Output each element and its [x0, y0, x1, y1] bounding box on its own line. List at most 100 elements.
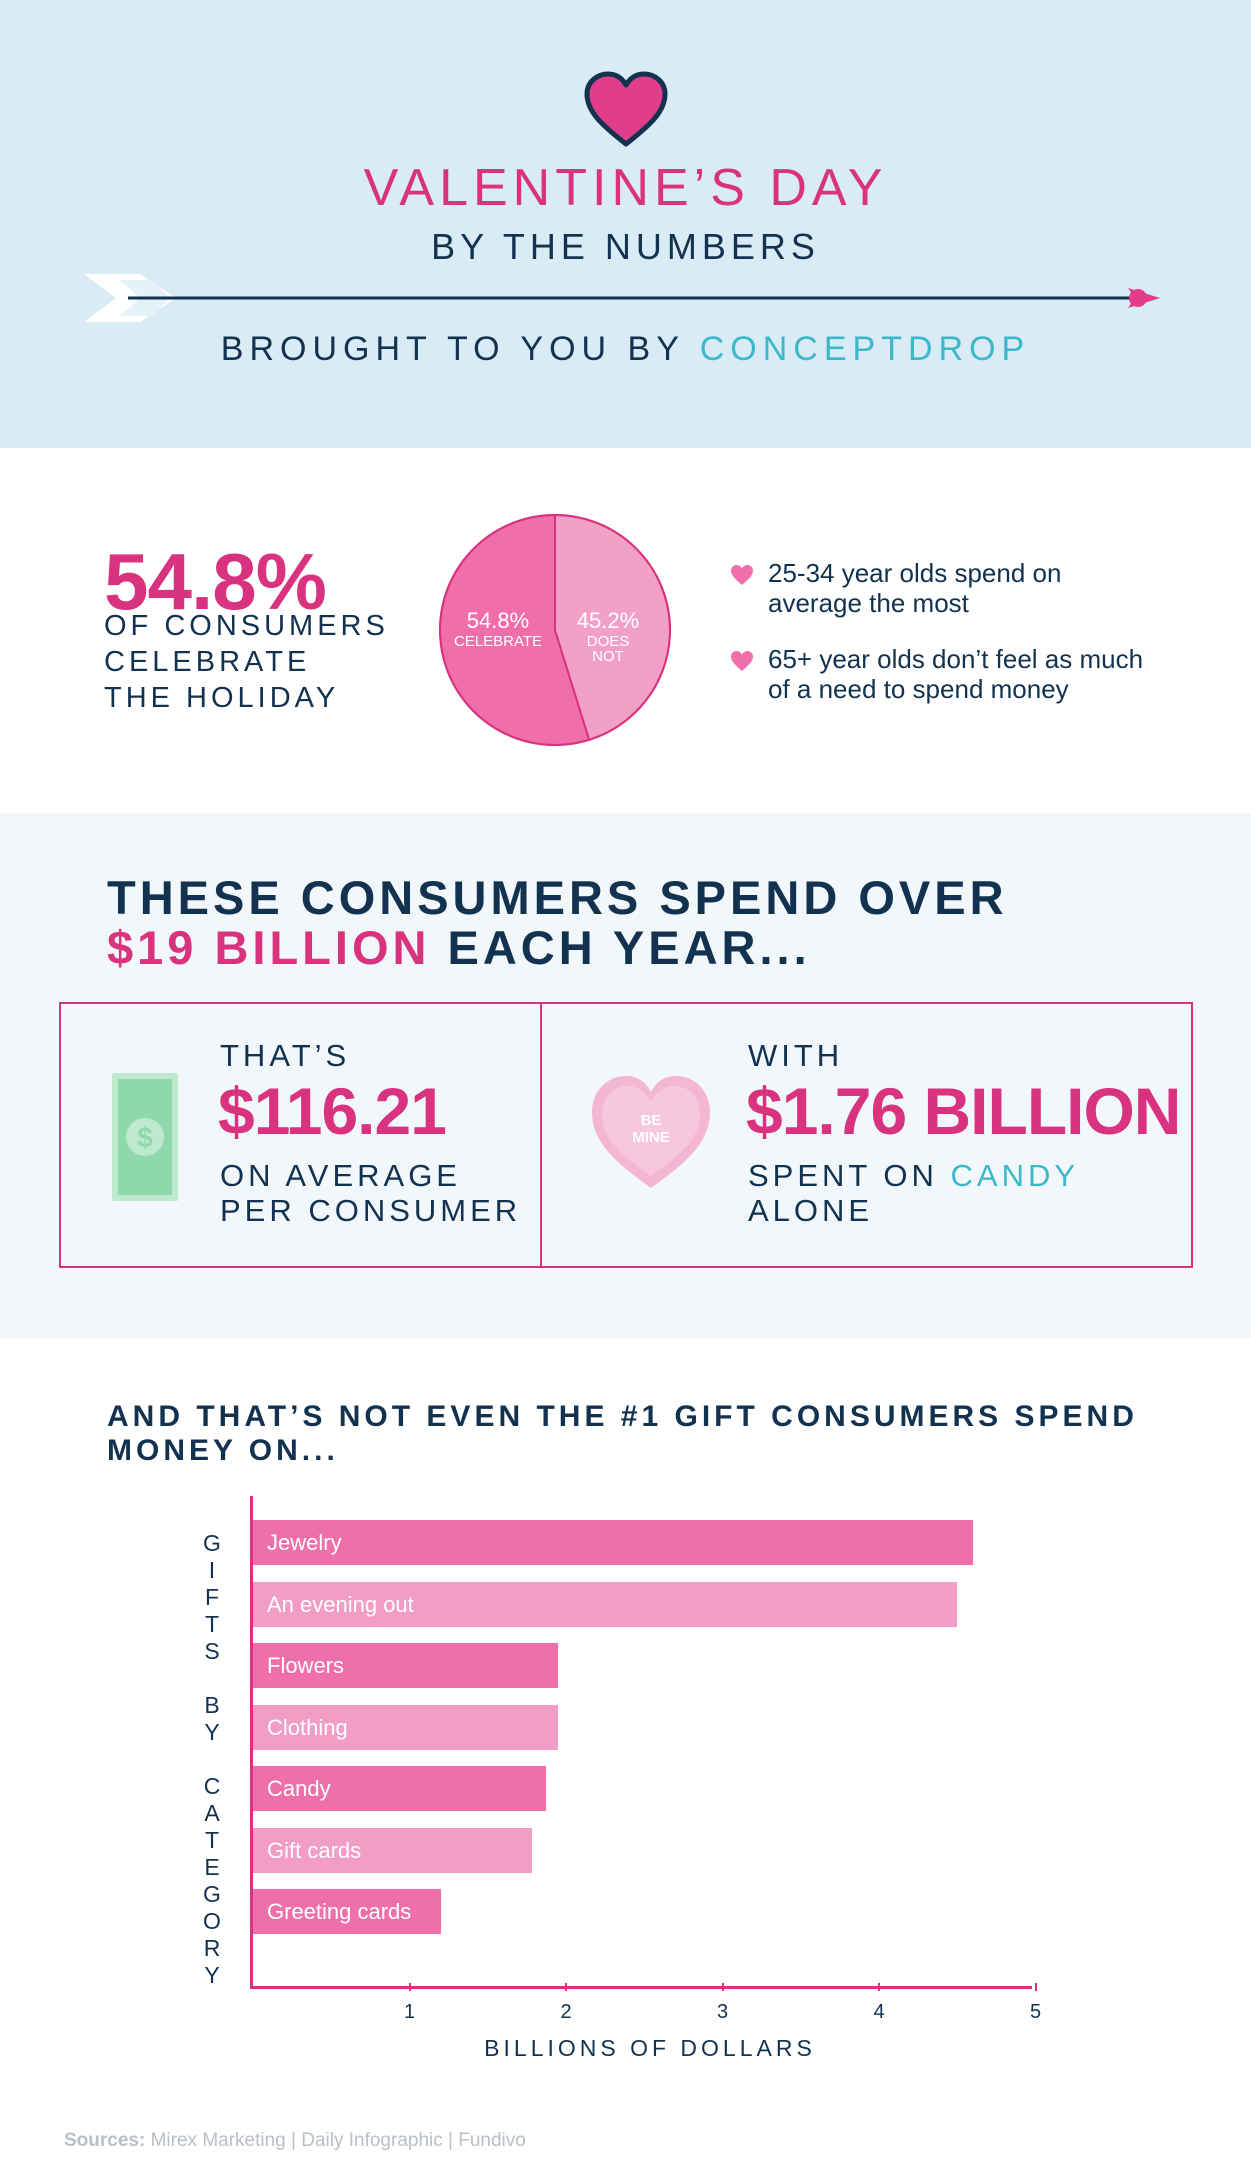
gifts-headline-line-2: MONEY ON... [107, 1434, 339, 1467]
page-subtitle: BY THE NUMBERS [431, 226, 820, 267]
brand-name: CONCEPTDROP [699, 330, 1031, 368]
pie-text-not: NOT [592, 648, 624, 665]
y-axis-label-letter: O [203, 1908, 221, 1934]
card-left-value: $116.21 [218, 1074, 447, 1148]
bar-label: An evening out [267, 1591, 414, 1617]
caption-line-2: CELEBRATE [104, 646, 311, 678]
bar-label: Jewelry [267, 1530, 342, 1555]
card-right-bottom-label-2: ALONE [748, 1193, 874, 1228]
pie-text-celebrate: CELEBRATE [453, 633, 543, 650]
page-title: VALENTINE’S DAY [363, 159, 888, 217]
caption-line-3: THE HOLIDAY [104, 682, 340, 714]
bar-candy: Candy [253, 1766, 546, 1811]
bar-jewelry: Jewelry [253, 1520, 973, 1565]
y-axis-label-letter: F [204, 1584, 220, 1610]
x-tick-label: 3 [716, 2001, 729, 2023]
spending-section: THESE CONSUMERS SPEND OVER $19 BILLION E… [0, 813, 1251, 1338]
headline-rest: EACH YEAR... [447, 921, 811, 974]
arrow-divider-icon [84, 274, 1160, 322]
x-tick-mark [721, 1983, 724, 1991]
headline-line-2: $19 BILLION EACH YEAR... [107, 923, 1008, 973]
pie-value-does-not: 45.2% [576, 608, 640, 633]
card-left-top-label: THAT’S [220, 1038, 351, 1073]
y-axis-label-letter: Y [204, 1962, 220, 1988]
small-heart-icon [731, 565, 753, 585]
bar-flowers: Flowers [253, 1643, 559, 1688]
celebrate-stats-section: 54.8% OF CONSUMERS CELEBRATE THE HOLIDAY… [0, 448, 1251, 813]
x-axis-line [250, 1986, 1032, 1989]
x-tick-mark [878, 1983, 880, 1991]
y-axis-label-letter: R [203, 1935, 221, 1961]
bullet-line-2: average the most [768, 588, 969, 618]
y-axis-label-letter: Y [204, 1719, 220, 1745]
card-right-highlight: CANDY [950, 1158, 1080, 1193]
caption-line-1: OF CONSUMERS [104, 610, 389, 642]
y-axis-label-letter: B [204, 1692, 220, 1718]
bullet-line-1: 25-34 year olds spend on [768, 558, 1062, 588]
bullet-line-2: of a need to spend money [768, 674, 1069, 704]
cards-divider [540, 1002, 542, 1268]
x-tick-label: 4 [873, 2001, 885, 2023]
celebrate-caption: OF CONSUMERS CELEBRATE THE HOLIDAY [104, 608, 434, 716]
pie-value-celebrate: 54.8% [466, 608, 530, 633]
headline-line-1: THESE CONSUMERS SPEND OVER [107, 871, 1008, 924]
bar-label: Clothing [267, 1714, 348, 1740]
headline-amount: $19 BILLION [107, 921, 431, 974]
y-axis-label-letter: C [203, 1773, 221, 1799]
pie-label-celebrate: 54.8% CELEBRATE [443, 608, 553, 649]
small-heart-icon [731, 651, 753, 671]
sources-text: Mirex Marketing | Daily Infographic | Fu… [150, 2130, 526, 2151]
y-axis-label-letter: E [204, 1854, 220, 1880]
gifts-bar-chart: Jewelry An evening out Flowers Clothing Cand… [0, 1338, 1251, 2098]
bar-gift-cards: Gift cards [253, 1827, 532, 1873]
x-tick-mark [408, 1983, 411, 1991]
candy-heart-icon: BE MINE [592, 1076, 710, 1188]
x-tick-label: 5 [1029, 2001, 1042, 2023]
x-tick-mark [1034, 1983, 1037, 1991]
money-bill-icon: $ [112, 1073, 178, 1201]
y-axis-label-letter: G [203, 1530, 221, 1556]
bar-clothing: Clothing [253, 1704, 559, 1750]
gifts-headline: AND THAT’S NOT EVEN THE #1 GIFT CONSUMER… [107, 1400, 1187, 1468]
y-axis-label-letter: I [208, 1557, 216, 1583]
sources-line: Sources: Mirex Marketing | Daily Infogra… [64, 2130, 526, 2152]
x-axis-label: BILLIONS OF DOLLARS [484, 2035, 816, 2061]
y-axis-line [250, 1496, 253, 1988]
y-axis-label-letter: T [204, 1611, 220, 1637]
y-axis-label-letter: A [204, 1800, 220, 1826]
card-right-value: $1.76 BILLION [746, 1074, 1181, 1148]
bar-label: Greeting cards [267, 1899, 412, 1924]
brought-by-prefix: BROUGHT TO YOU BY [220, 330, 685, 368]
candy-heart-text-1: BE [641, 1112, 662, 1129]
x-tick-mark [565, 1983, 567, 1991]
bar-label: Gift cards [267, 1837, 362, 1863]
card-right-top-label: WITH [748, 1038, 844, 1073]
x-tick-label: 1 [403, 2001, 416, 2023]
x-tick-label: 2 [560, 2001, 572, 2023]
card-left-bottom-label-1: ON AVERAGE [220, 1158, 461, 1193]
card-right-bottom-label-1: SPENT ON CANDY [748, 1158, 1079, 1194]
pie-text-does: DOES [586, 633, 630, 650]
gifts-headline-line-1: AND THAT’S NOT EVEN THE #1 GIFT CONSUMER… [107, 1400, 1138, 1433]
gifts-chart-section: AND THAT’S NOT EVEN THE #1 GIFT CONSUMER… [0, 1338, 1251, 2164]
bullet-line-1: 65+ year olds don’t feel as much [768, 644, 1144, 674]
bullet-item: 65+ year olds don’t feel as much of a ne… [730, 644, 1210, 704]
sources-label: Sources: [64, 2130, 146, 2151]
brought-by-line: BROUGHT TO YOU BY CONCEPTDROP [0, 330, 1251, 369]
bar-an-evening-out: An evening out [253, 1581, 958, 1627]
bar-greeting-cards: Greeting cards [253, 1889, 441, 1934]
celebrate-pie-chart [439, 513, 671, 746]
card-right-bottom-prefix: SPENT ON [748, 1158, 938, 1193]
heart-icon [584, 71, 668, 147]
bar-label: Flowers [267, 1653, 345, 1678]
candy-heart-text-2: MINE [632, 1129, 670, 1146]
celebrate-percent: 54.8% [104, 537, 327, 626]
y-axis-label-letter: T [204, 1827, 220, 1853]
card-left-bottom-label-2: PER CONSUMER [220, 1193, 522, 1228]
y-axis-label-letter: S [204, 1638, 220, 1664]
header-section: VALENTINE’S DAY BY THE NUMBERS BROUGHT T… [0, 0, 1251, 448]
spending-headline: THESE CONSUMERS SPEND OVER $19 BILLION E… [107, 873, 1008, 973]
dollar-sign-glyph: $ [137, 1122, 153, 1153]
bullet-item: 25-34 year olds spend on average the mos… [730, 558, 1210, 618]
